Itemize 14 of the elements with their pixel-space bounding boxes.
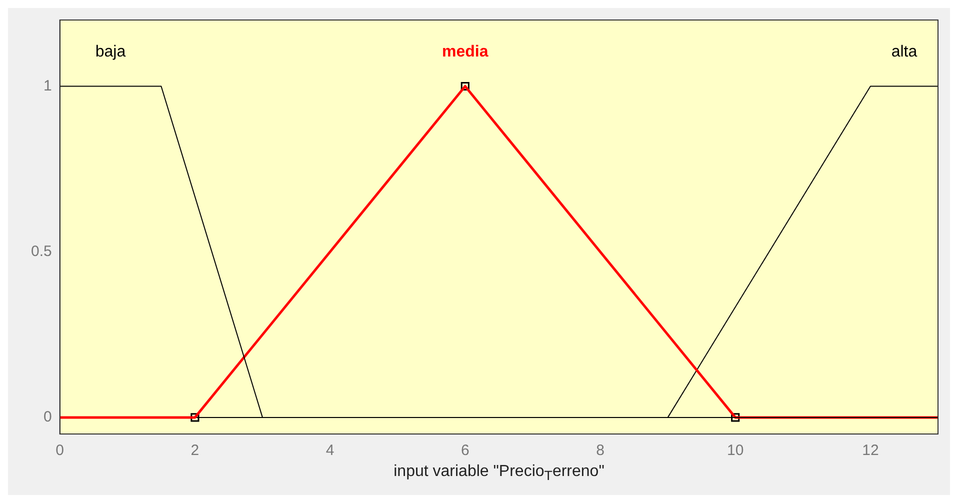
y-tick-label: 0 <box>44 408 52 426</box>
x-tick-label: 2 <box>190 442 200 460</box>
x-axis-title: input variable "Precio$_{T}$erreno" <box>392 463 606 484</box>
series-label: alta <box>891 44 918 61</box>
x-tick-label: 10 <box>727 442 744 460</box>
x-tick-label: 8 <box>596 442 604 460</box>
x-tick-label: 12 <box>862 442 879 460</box>
series-label: baja <box>95 44 126 61</box>
y-tick-label: 1 <box>44 77 52 94</box>
x-tick-label: 0 <box>56 442 64 460</box>
y-tick-label: 0.5 <box>30 242 52 260</box>
x-tick-label: 6 <box>460 442 470 460</box>
x-tick-label: 4 <box>326 442 334 460</box>
text: media <box>442 44 488 61</box>
